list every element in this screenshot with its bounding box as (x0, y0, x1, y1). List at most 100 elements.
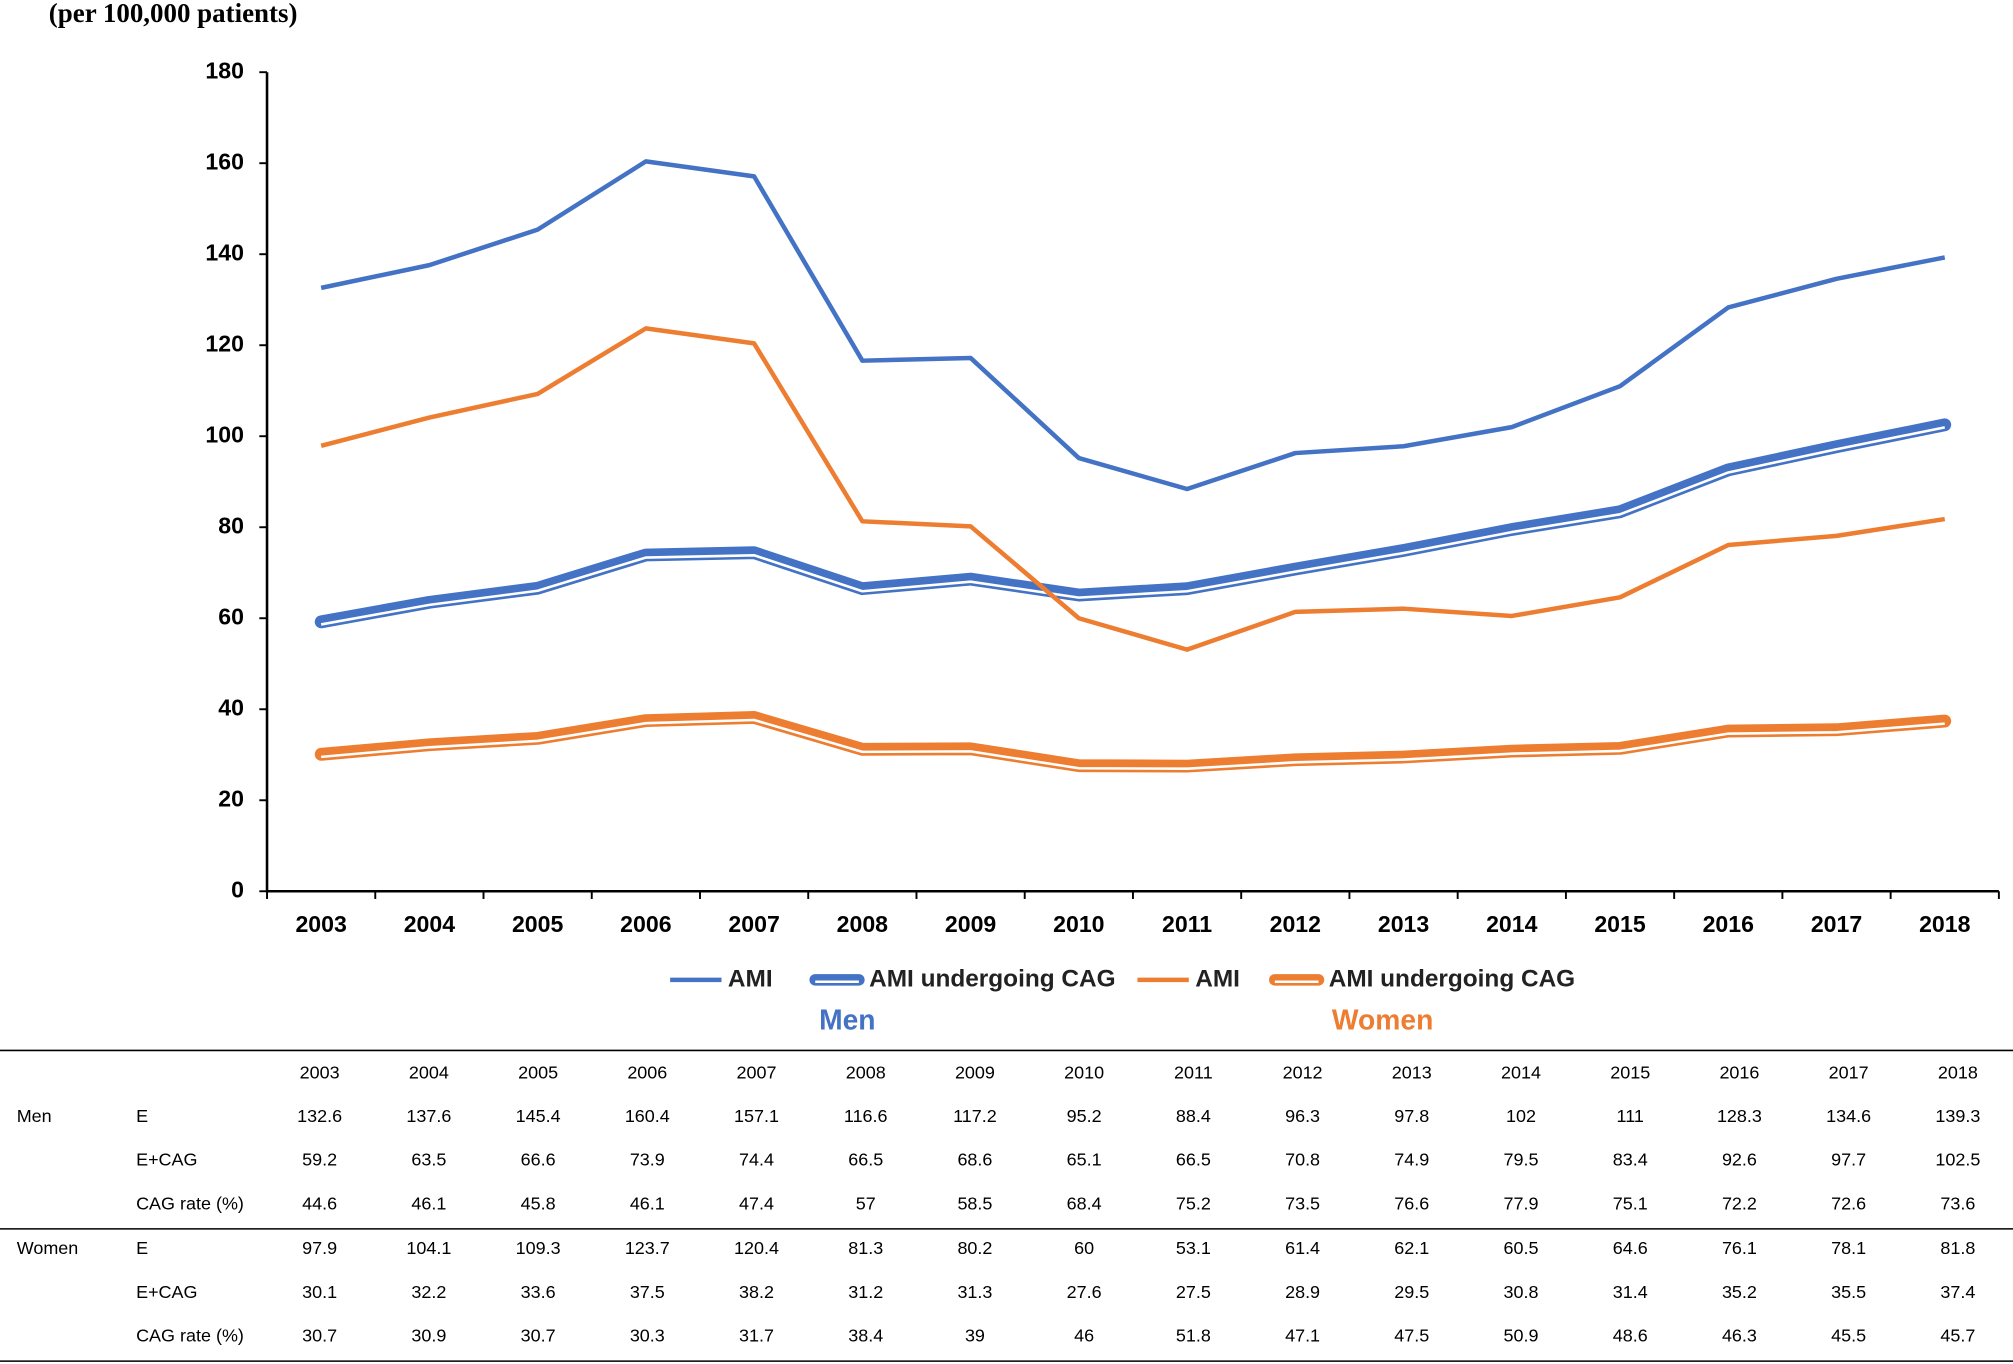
table-cell: 68.4 (1067, 1193, 1102, 1213)
table-cell: 27.5 (1176, 1282, 1211, 1302)
table-cell: 139.3 (1935, 1106, 1980, 1126)
table-cell: 73.5 (1285, 1193, 1320, 1213)
table-cell: 45.8 (521, 1193, 556, 1213)
table-cell: 74.9 (1394, 1150, 1429, 1170)
table-cell: 30.1 (302, 1282, 337, 1302)
table-cell: 74.4 (739, 1150, 774, 1170)
table-cell: 145.4 (516, 1106, 561, 1126)
table-cell: 47.4 (739, 1193, 774, 1213)
series-line (320, 326, 1946, 652)
y-axis-label: (per 100,000 patients) (49, 0, 298, 28)
table-cell: 77.9 (1504, 1193, 1539, 1213)
table-header: 2003 (300, 1062, 340, 1082)
legend-group: Men (819, 1004, 875, 1036)
table-cell: 31.4 (1613, 1282, 1648, 1302)
table-cell: 38.2 (739, 1282, 774, 1302)
table-cell: 95.2 (1067, 1106, 1102, 1126)
table-cell: 88.4 (1176, 1106, 1211, 1126)
table-header: 2016 (1719, 1062, 1759, 1082)
table-row-label: E (136, 1238, 148, 1258)
table-cell: 134.6 (1826, 1106, 1871, 1126)
table-cell: 96.3 (1285, 1106, 1320, 1126)
y-tick-label: 140 (205, 239, 244, 265)
x-tick-label: 2011 (1162, 911, 1212, 937)
table-cell: 46.3 (1722, 1325, 1757, 1345)
table-cell: 72.2 (1722, 1193, 1757, 1213)
table-cell: 66.6 (521, 1150, 556, 1170)
x-tick-label: 2016 (1703, 911, 1755, 937)
table-cell: 50.9 (1504, 1325, 1539, 1345)
table-cell: 97.8 (1394, 1106, 1429, 1126)
table-cell: 57 (856, 1193, 876, 1213)
table-header: 2006 (627, 1062, 667, 1082)
table-cell: 97.7 (1831, 1150, 1866, 1170)
table-cell: 61.4 (1285, 1238, 1320, 1258)
table-cell: 65.1 (1067, 1150, 1102, 1170)
table-cell: 31.7 (739, 1325, 774, 1345)
y-tick-label: 20 (218, 785, 244, 811)
table-cell: 46.1 (630, 1193, 665, 1213)
table-header: 2007 (737, 1062, 777, 1082)
table-header: 2009 (955, 1062, 995, 1082)
table-header: 2015 (1610, 1062, 1650, 1082)
table-cell: 81.3 (848, 1238, 883, 1258)
table-cell: 73.6 (1940, 1193, 1975, 1213)
table-cell: 38.4 (848, 1325, 883, 1345)
table-cell: 117.2 (953, 1106, 997, 1126)
table-cell: 128.3 (1717, 1106, 1762, 1126)
table-cell: 53.1 (1176, 1238, 1211, 1258)
table-cell: 60 (1074, 1238, 1094, 1258)
x-tick-label: 2013 (1378, 911, 1430, 937)
table-cell: 97.9 (302, 1238, 337, 1258)
table-header: 2010 (1064, 1062, 1104, 1082)
y-tick-label: 40 (218, 694, 244, 720)
table-cell: 35.2 (1722, 1282, 1757, 1302)
x-tick-label: 2007 (728, 911, 779, 937)
table-row-label: CAG rate (%) (136, 1325, 244, 1345)
series-line (314, 711, 1952, 773)
legend-label: AMI (728, 965, 773, 992)
table-cell: 92.6 (1722, 1150, 1757, 1170)
table-group: Women (17, 1238, 79, 1258)
table-cell: 70.8 (1285, 1150, 1320, 1170)
legend-label: AMI (1195, 965, 1240, 992)
table-header: 2008 (846, 1062, 886, 1082)
table-cell: 62.1 (1394, 1238, 1429, 1258)
table-row-label: E (136, 1106, 148, 1126)
x-tick-label: 2018 (1919, 911, 1971, 937)
table-cell: 120.4 (734, 1238, 779, 1258)
x-tick-label: 2014 (1486, 911, 1538, 937)
x-tick-label: 2017 (1811, 911, 1862, 937)
table-cell: 28.9 (1285, 1282, 1320, 1302)
table-cell: 30.7 (302, 1325, 337, 1345)
table-cell: 59.2 (302, 1150, 337, 1170)
x-tick-label: 2008 (837, 911, 889, 937)
table-cell: 79.5 (1504, 1150, 1539, 1170)
x-tick-label: 2010 (1053, 911, 1104, 937)
table-cell: 160.4 (625, 1106, 670, 1126)
table-row-label: E+CAG (136, 1150, 197, 1170)
table-header: 2017 (1829, 1062, 1869, 1082)
table-cell: 32.2 (411, 1282, 446, 1302)
table-cell: 111 (1617, 1106, 1644, 1126)
table-cell: 37.4 (1940, 1282, 1975, 1302)
x-tick-label: 2009 (945, 911, 996, 937)
table-cell: 51.8 (1176, 1325, 1211, 1345)
table-cell: 72.6 (1831, 1193, 1866, 1213)
table-cell: 30.7 (521, 1325, 556, 1345)
table-cell: 75.1 (1613, 1193, 1648, 1213)
table-cell: 46.1 (411, 1193, 446, 1213)
table-cell: 58.5 (957, 1193, 992, 1213)
table-cell: 76.6 (1394, 1193, 1429, 1213)
table-cell: 44.6 (302, 1193, 337, 1213)
table-cell: 81.8 (1940, 1238, 1975, 1258)
table-cell: 73.9 (630, 1150, 665, 1170)
table-cell: 132.6 (297, 1106, 342, 1126)
table-cell: 66.5 (848, 1150, 883, 1170)
x-tick-label: 2005 (512, 911, 564, 937)
table-cell: 157.1 (734, 1106, 779, 1126)
table-cell: 76.1 (1722, 1238, 1757, 1258)
table-cell: 83.4 (1613, 1150, 1648, 1170)
table-cell: 102.5 (1935, 1150, 1980, 1170)
table-cell: 37.5 (630, 1282, 665, 1302)
